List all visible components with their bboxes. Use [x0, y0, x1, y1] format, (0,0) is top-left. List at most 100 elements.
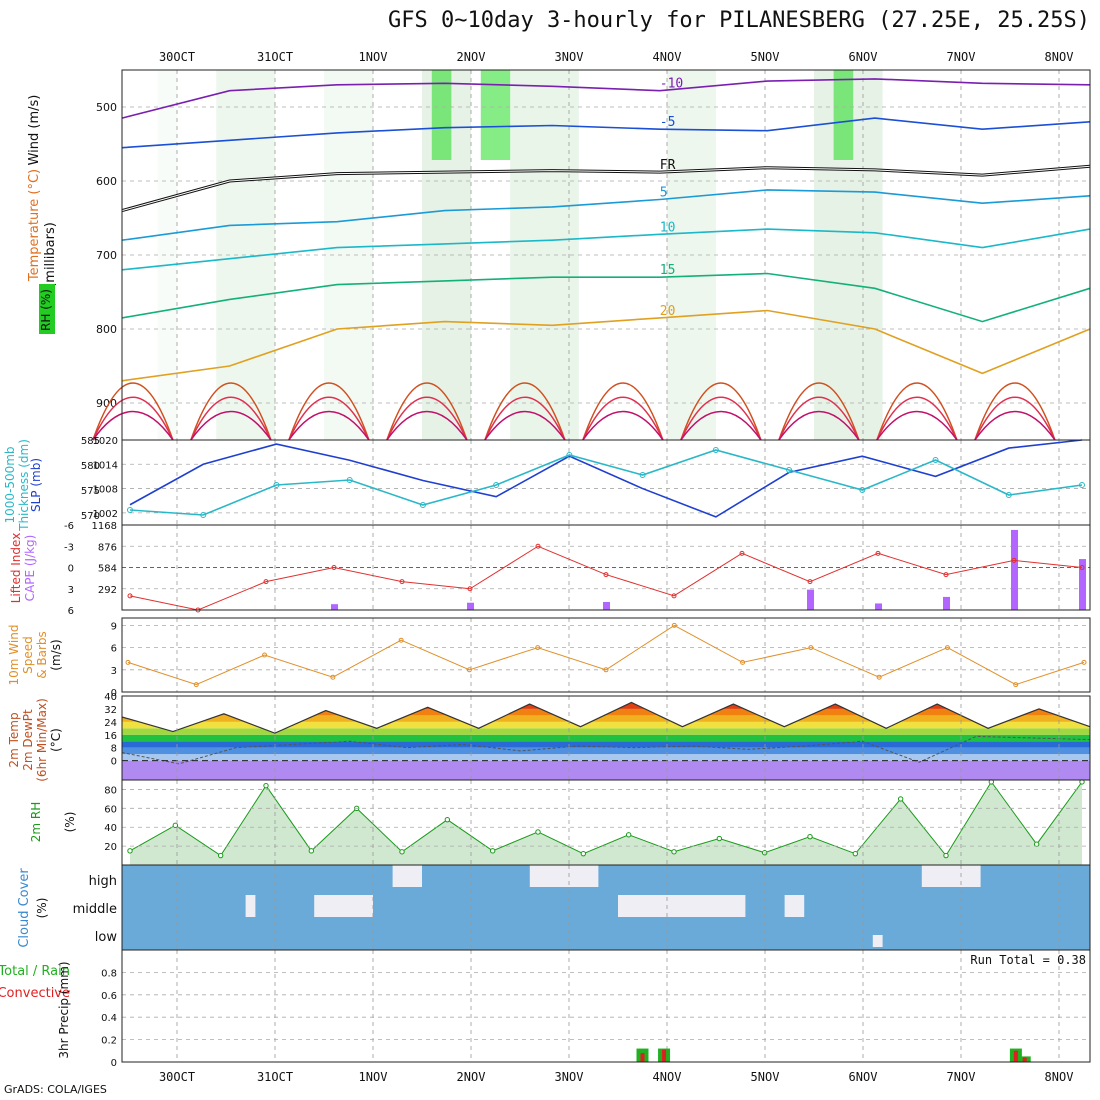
- temp-tick-label: 40: [104, 692, 117, 703]
- warm-contour: [288, 382, 370, 441]
- wind-line: [127, 624, 1085, 686]
- cloud-tick-label: middle: [73, 902, 117, 917]
- temp-line: [121, 701, 1091, 734]
- isotherm-FR-inner: [121, 165, 1091, 212]
- wind-point: [193, 682, 199, 688]
- li-point: [875, 550, 881, 556]
- rh-point: [807, 833, 813, 840]
- warm-contour: [582, 410, 664, 441]
- warm-contour: [288, 396, 370, 441]
- li-point: [943, 572, 949, 578]
- rh-label-b: (%): [63, 812, 77, 833]
- temp-band: [122, 747, 1090, 755]
- temp-band: [122, 715, 1090, 722]
- wind-tick-label: 9: [111, 621, 117, 632]
- cloud-tick-label: low: [95, 930, 118, 945]
- thickness-label-b: Thickness (dm): [17, 439, 31, 532]
- rh-point: [308, 848, 315, 854]
- thickness-point: [1079, 482, 1085, 488]
- rh-area: [130, 781, 1082, 865]
- cape-bar: [603, 601, 610, 610]
- warm-contour: [484, 410, 566, 441]
- warm-contour: [876, 396, 958, 441]
- date-bottom-label: 7NOV: [947, 1070, 976, 1084]
- y-tick-label: 500: [96, 101, 117, 114]
- thickness-label-a: 1000-500mb: [3, 446, 17, 523]
- wind-panel: [121, 617, 1091, 693]
- temp-tick-label: 16: [104, 731, 117, 742]
- date-top-label: 30OCT: [159, 50, 195, 64]
- wind-point: [1081, 659, 1087, 665]
- isotherm-label: FR: [660, 158, 676, 173]
- dewpoint-line: [121, 735, 1091, 765]
- thickness-point: [566, 452, 573, 458]
- rh-point: [172, 822, 179, 829]
- temp-band: [122, 741, 1090, 748]
- li-label: Lifted Index: [9, 533, 23, 604]
- wind-label-d: (m/s): [49, 639, 63, 670]
- li-point: [1011, 557, 1017, 563]
- precip-conv-bar: [640, 1053, 645, 1062]
- slp-tick-label: 1014: [93, 460, 118, 471]
- warm-contour: [778, 396, 860, 441]
- isotherm-label: 20: [660, 304, 676, 319]
- y-tick-label: 700: [96, 249, 117, 262]
- temp-band: [122, 760, 1090, 780]
- cloud-block: [529, 865, 599, 887]
- isotherm-label: 5: [660, 186, 668, 201]
- slp-line: [129, 439, 1083, 518]
- thickness-point: [200, 512, 207, 518]
- temp-band: [122, 728, 1090, 735]
- wind-point: [535, 645, 541, 651]
- precip-tick-label: 0.8: [101, 968, 117, 979]
- date-top-label: 1NOV: [359, 50, 388, 64]
- warm-contour: [92, 410, 174, 441]
- slp-tick-label: 1002: [93, 509, 118, 520]
- rh-point: [671, 849, 677, 855]
- thickness-point: [346, 477, 353, 483]
- temp-label-c: (6hr Min/Max): [35, 698, 49, 782]
- slp-tick-label: 1008: [93, 485, 118, 496]
- warm-contour: [974, 382, 1056, 441]
- cloud-block: [784, 895, 805, 917]
- rh-point: [444, 816, 451, 823]
- wind-label-b: Speed: [21, 636, 35, 674]
- credit-label: GrADS: COLA/IGES: [4, 1083, 107, 1096]
- rh-point: [127, 848, 133, 854]
- li-tick-label: 3: [68, 585, 74, 596]
- rh-shade: [510, 70, 579, 440]
- date-bottom-label: 8NOV: [1045, 1070, 1074, 1084]
- rh-point: [943, 852, 949, 859]
- rh-point: [580, 850, 587, 857]
- isotherm-20: [121, 309, 1091, 382]
- thickness-point: [712, 447, 719, 453]
- thickness-point: [932, 457, 939, 463]
- date-top-label: 7NOV: [947, 50, 976, 64]
- slp-tick-label: 1020: [93, 436, 118, 447]
- wind-tick-label: 3: [111, 666, 117, 677]
- cape-tick-label: 1168: [92, 521, 117, 532]
- cape-bar: [331, 604, 338, 610]
- warm-contour: [680, 382, 762, 441]
- warm-contour: [288, 410, 370, 441]
- warm-contour: [92, 382, 174, 441]
- warm-contour: [190, 396, 272, 441]
- rh-point: [716, 835, 723, 842]
- y-tick-label: 600: [96, 175, 117, 188]
- cloud-tick-label: high: [89, 874, 117, 889]
- warm-contour: [680, 396, 762, 441]
- thickness-tick-label: 570: [81, 511, 100, 522]
- upper-rh-label: RH (%): [39, 289, 53, 331]
- thickness-point: [639, 472, 646, 478]
- precip-panel: [121, 949, 1091, 1063]
- li-tick-label: 0: [68, 564, 74, 575]
- li-point: [807, 579, 813, 585]
- temp-tick-label: 8: [111, 744, 117, 755]
- date-top-label: 8NOV: [1045, 50, 1074, 64]
- warm-contour: [484, 382, 566, 441]
- thickness-tick-label: 580: [81, 461, 100, 472]
- date-bottom-label: 6NOV: [849, 1070, 878, 1084]
- wind-point: [808, 645, 814, 651]
- rh-tick-label: 20: [104, 842, 117, 853]
- cape-bar: [875, 603, 882, 610]
